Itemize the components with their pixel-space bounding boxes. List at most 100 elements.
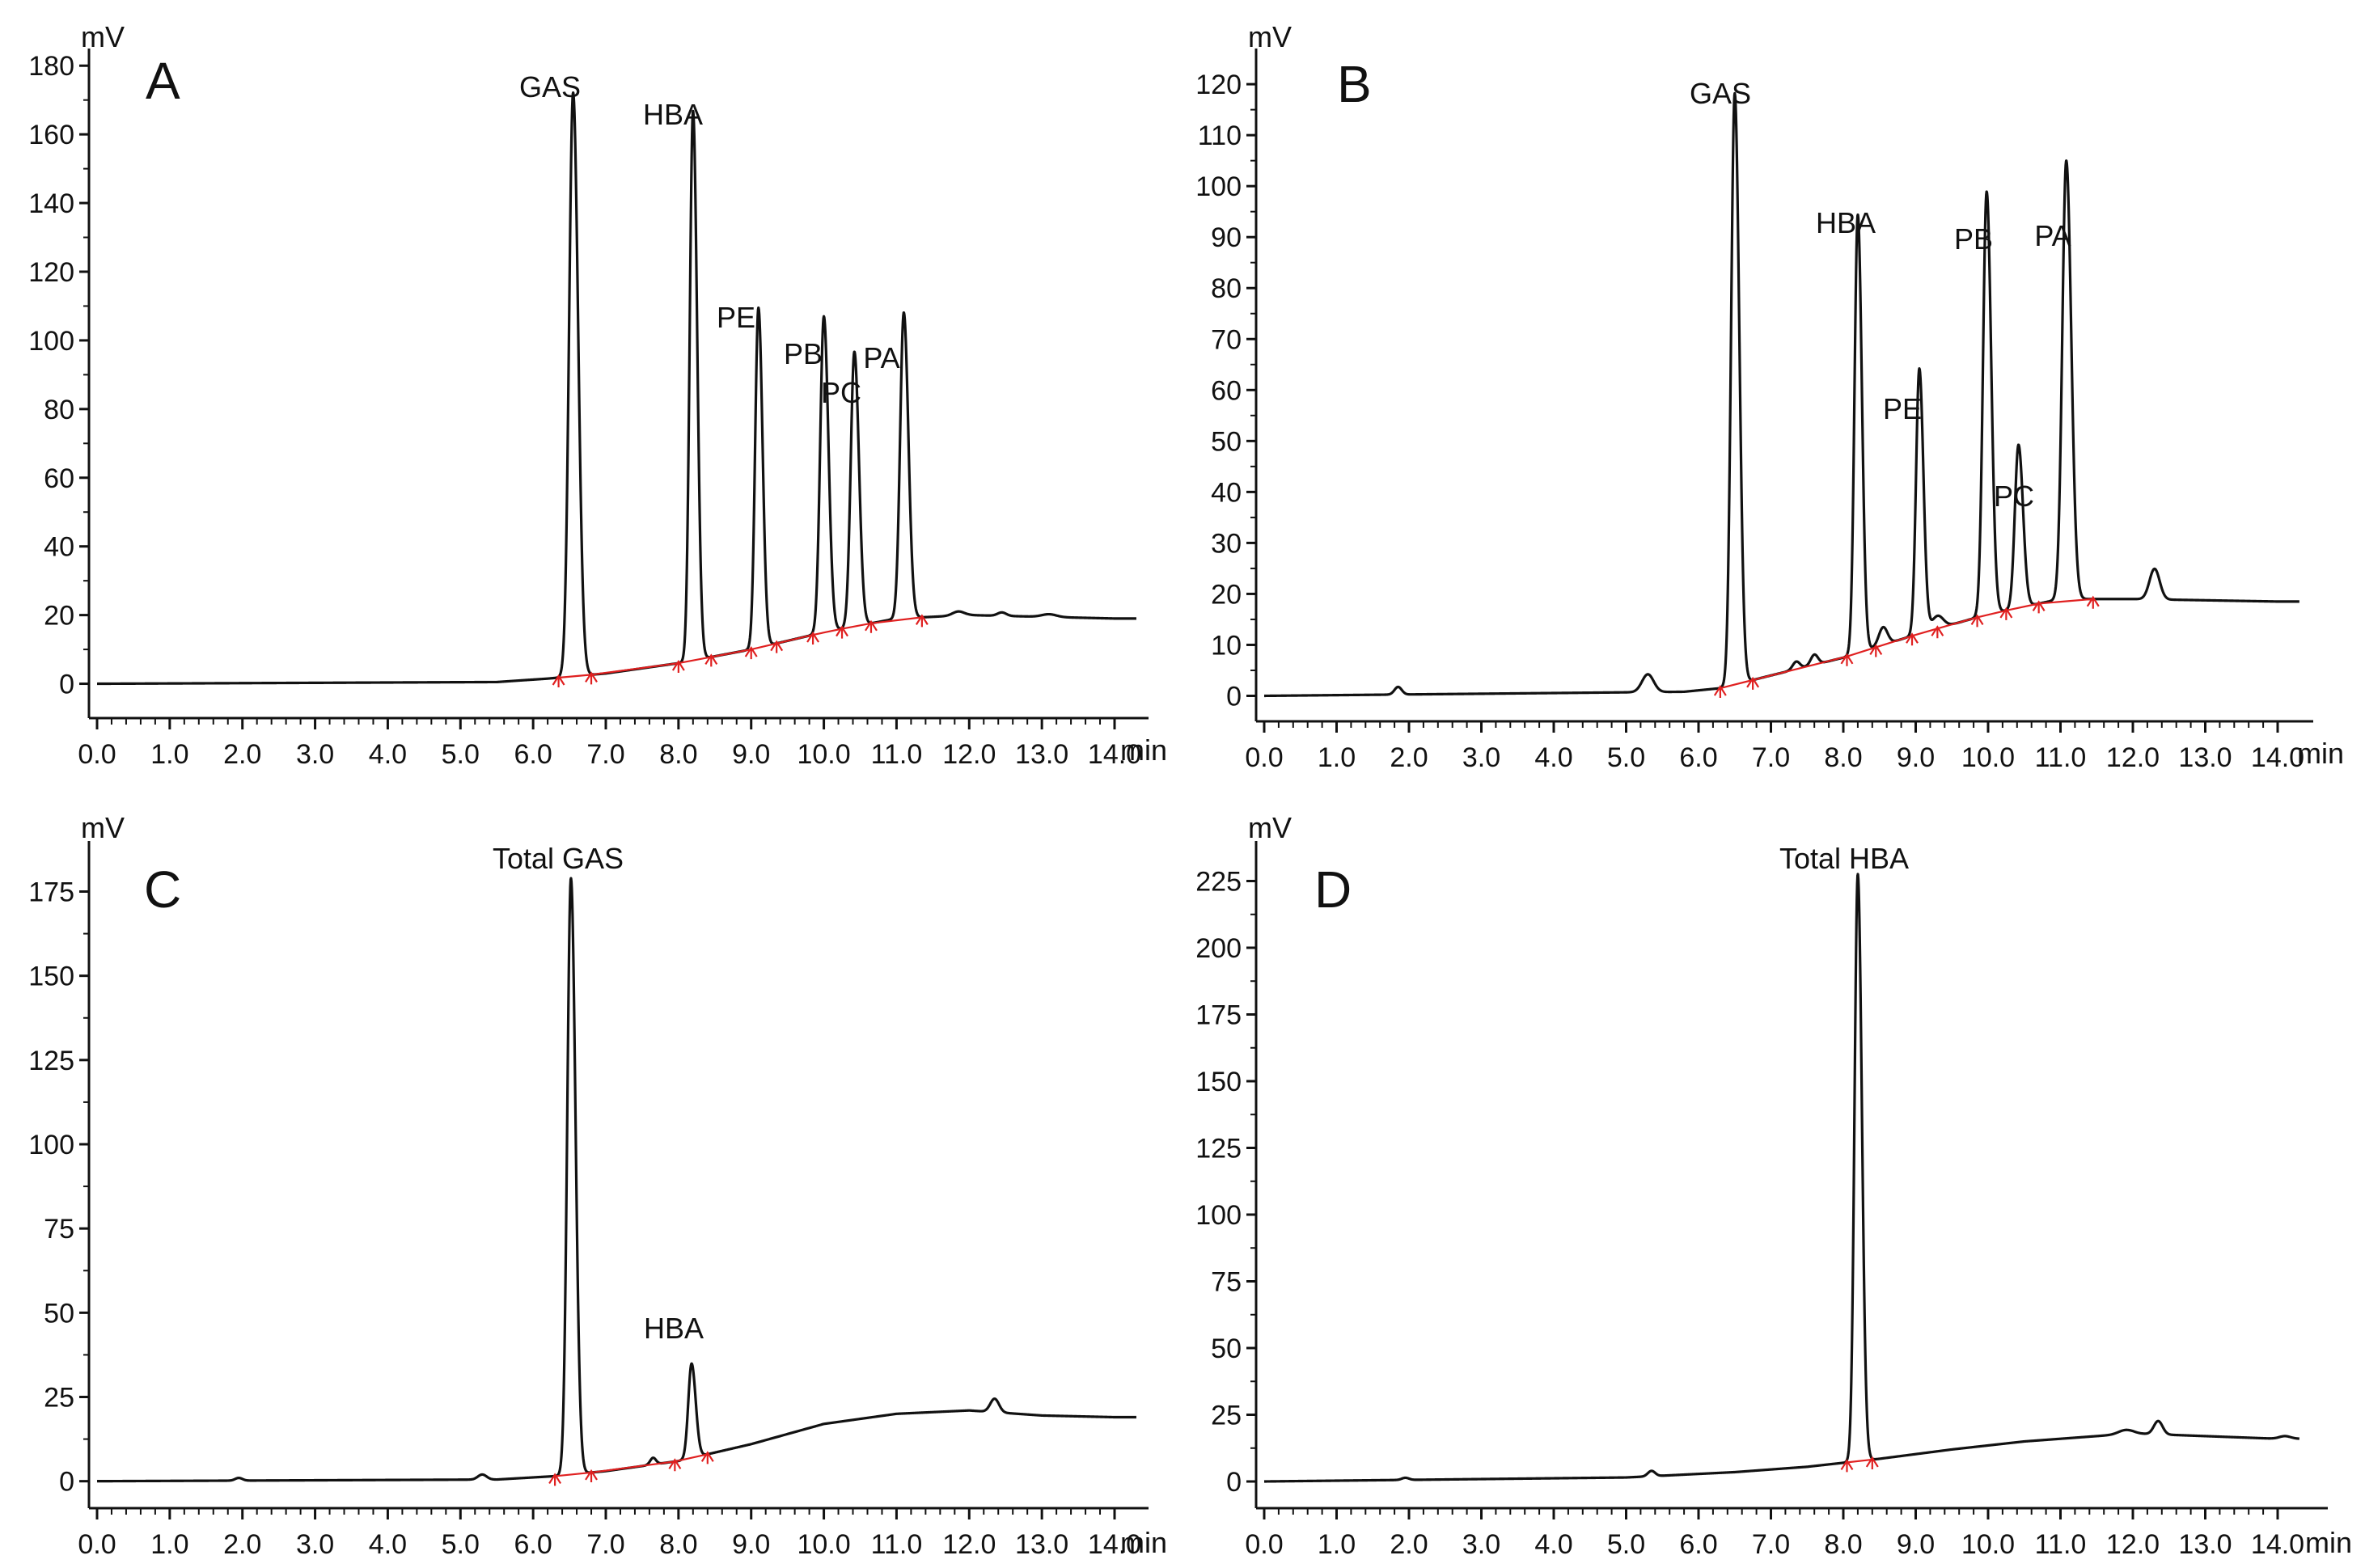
y-tick-label: 40	[1211, 477, 1242, 508]
integration-mark	[2032, 600, 2046, 614]
x-tick-label: 13.0	[2178, 1529, 2232, 1560]
x-tick-label: 8.0	[659, 739, 697, 770]
y-unit-label: mV	[81, 811, 125, 844]
x-tick-label: 5.0	[1607, 1529, 1645, 1560]
peak-label-total-hba: Total HBA	[1779, 842, 1909, 875]
peak-apex-pc	[2017, 443, 2020, 446]
x-tick-label: 2.0	[1390, 1529, 1428, 1560]
y-unit-label: mV	[1248, 20, 1292, 53]
x-tick-label: 7.0	[586, 1529, 624, 1560]
peak-label-gas: GAS	[1690, 77, 1751, 110]
peak-apex-gas	[1733, 91, 1737, 95]
x-tick-label: 1.0	[150, 1529, 188, 1560]
y-tick-label: 0	[59, 1467, 74, 1498]
y-tick-label: 80	[1211, 273, 1242, 304]
y-tick-label: 25	[44, 1383, 74, 1414]
x-tick-label: 11.0	[871, 739, 923, 770]
integration-mark	[836, 625, 848, 639]
peak-label-total-gas: Total GAS	[493, 842, 624, 875]
x-tick-label: 12.0	[942, 739, 996, 770]
integration-mark	[806, 631, 820, 645]
x-tick-label: 3.0	[296, 1529, 334, 1560]
x-tick-label: 10.0	[1961, 1529, 2015, 1560]
peak-apex-pc	[852, 350, 856, 353]
y-tick-label: 110	[1198, 120, 1242, 151]
y-tick-label: 60	[1211, 375, 1242, 406]
y-tick-label: 150	[28, 962, 74, 992]
y-tick-label: 200	[1195, 933, 1242, 964]
y-tick-label: 180	[28, 51, 74, 82]
x-tick-label: 10.0	[1961, 742, 2015, 773]
peak-label-hba: HBA	[1816, 206, 1876, 239]
y-tick-label: 90	[1211, 222, 1242, 253]
peak-apex-pa	[2065, 159, 2068, 163]
integration-mark	[1906, 632, 1919, 646]
integration-mark	[671, 660, 685, 674]
y-tick-label: 100	[28, 1130, 74, 1160]
integration-mark	[744, 646, 758, 660]
integration-baseline	[554, 1453, 709, 1477]
panel-letter: A	[146, 52, 180, 110]
x-tick-label: 13.0	[2178, 742, 2232, 773]
integration-mark	[1840, 653, 1854, 666]
integration-mark	[548, 1473, 562, 1486]
x-tick-label: 6.0	[1679, 1529, 1717, 1560]
x-tick-label: 4.0	[1534, 1529, 1572, 1560]
x-tick-label: 14.0	[2251, 1529, 2304, 1560]
x-tick-label: 12.0	[942, 1529, 996, 1560]
peak-apex-total-gas	[569, 877, 573, 880]
x-tick-label: 7.0	[586, 739, 624, 770]
y-tick-label: 25	[1211, 1401, 1242, 1431]
panel-letter: B	[1337, 55, 1372, 113]
integration-baseline	[558, 616, 923, 679]
peak-apex-total-hba	[1856, 873, 1859, 876]
integration-mark	[1713, 684, 1727, 699]
integration-mark	[704, 653, 718, 667]
integration-mark	[1865, 1456, 1879, 1469]
y-tick-label: 60	[44, 463, 74, 494]
y-tick-label: 140	[28, 188, 74, 219]
x-tick-label: 2.0	[223, 739, 261, 770]
integration-mark	[1840, 1459, 1854, 1473]
chromatogram-trace	[95, 877, 1138, 1483]
integration-baseline	[1720, 598, 2093, 690]
peak-apex-hba	[692, 109, 695, 112]
panel-d: mV D min Total HBA 0 25 50 75 100 125 150 175 20…	[1195, 811, 2352, 1560]
x-tick-label: 6.0	[514, 739, 552, 770]
integration-baseline	[1847, 1458, 1872, 1464]
y-tick-label: 75	[1211, 1267, 1242, 1298]
x-unit-label: min	[2305, 1526, 2352, 1559]
x-tick-label: 5.0	[442, 739, 480, 770]
peak-label-pb: PB	[784, 337, 823, 370]
y-unit-label: mV	[1248, 811, 1292, 844]
panel-letter: D	[1314, 860, 1352, 919]
x-tick-label: 12.0	[2106, 742, 2160, 773]
peak-label-pe: PE	[1883, 392, 1922, 425]
x-unit-label: min	[1120, 733, 1167, 767]
y-tick-label: 0	[1226, 1467, 1242, 1498]
integration-mark	[585, 1469, 598, 1482]
y-tick-label: 50	[1211, 426, 1242, 457]
x-tick-label: 14.0	[1088, 1529, 1141, 1560]
y-tick-label: 125	[28, 1046, 74, 1076]
x-tick-label: 3.0	[296, 739, 334, 770]
x-tick-label: 11.0	[2035, 742, 2087, 773]
x-tick-label: 9.0	[732, 739, 770, 770]
x-tick-label: 7.0	[1752, 1529, 1790, 1560]
integration-mark	[770, 640, 784, 653]
x-tick-label: 8.0	[1824, 742, 1862, 773]
peak-label-pa: PA	[863, 341, 899, 374]
y-tick-label: 20	[44, 601, 74, 632]
y-tick-label: 100	[1195, 1200, 1242, 1231]
x-tick-label: 6.0	[514, 1529, 552, 1560]
x-tick-label: 12.0	[2106, 1529, 2160, 1560]
chromatogram-trace	[95, 91, 1138, 686]
x-tick-label: 3.0	[1462, 1529, 1500, 1560]
y-tick-label: 120	[1195, 70, 1242, 100]
y-tick-label: 125	[1195, 1134, 1242, 1164]
y-tick-label: 80	[44, 395, 74, 425]
peak-apex-hba	[1856, 213, 1859, 216]
y-tick-label: 20	[1211, 579, 1242, 610]
y-tick-label: 175	[1195, 1000, 1242, 1031]
y-tick-label: 150	[1195, 1067, 1242, 1097]
